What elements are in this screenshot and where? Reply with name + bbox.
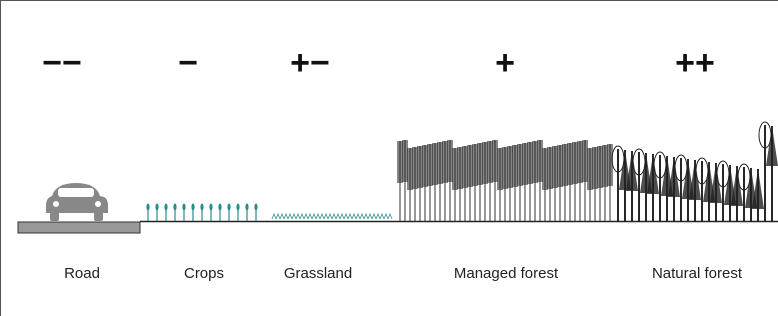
labels: −− Road − Crops +− Grassland + Managed forest ++… xyxy=(42,44,743,282)
grassland xyxy=(272,214,392,219)
column-label: Road xyxy=(64,265,100,282)
car-wheel xyxy=(94,212,103,221)
car-light xyxy=(95,201,101,207)
column-label: Natural forest xyxy=(652,265,743,282)
diagram: −− Road − Crops +− Grassland + Managed forest ++… xyxy=(0,0,778,316)
impact-symbol: − xyxy=(178,44,198,82)
crop-head xyxy=(254,204,257,211)
car-wheel xyxy=(50,212,59,221)
crop-head xyxy=(227,204,230,211)
natural-forest xyxy=(612,122,778,221)
column-label: Managed forest xyxy=(454,265,559,282)
car-icon xyxy=(46,183,108,221)
crop-head xyxy=(164,204,167,211)
crop-head xyxy=(191,204,194,211)
column-label: Grassland xyxy=(284,265,352,282)
grass-blades xyxy=(272,214,392,219)
managed-forest xyxy=(397,140,613,221)
column-label: Crops xyxy=(184,265,224,282)
crop-head xyxy=(155,204,158,211)
crop-head xyxy=(245,204,248,211)
impact-symbol: −− xyxy=(42,44,82,82)
crops xyxy=(146,204,257,222)
impact-symbol: ++ xyxy=(675,44,715,82)
tree-crown xyxy=(607,144,613,186)
crop-head xyxy=(236,204,239,211)
car-light xyxy=(53,201,59,207)
crop-head xyxy=(173,204,176,211)
car-window xyxy=(58,188,94,197)
impact-symbol: + xyxy=(495,44,515,82)
crop-head xyxy=(218,204,221,211)
impact-symbol: +− xyxy=(290,44,330,82)
crop-head xyxy=(209,204,212,211)
road xyxy=(18,222,140,233)
crop-head xyxy=(200,204,203,211)
crop-head xyxy=(182,204,185,211)
car-body xyxy=(46,183,108,213)
crop-head xyxy=(146,204,149,211)
